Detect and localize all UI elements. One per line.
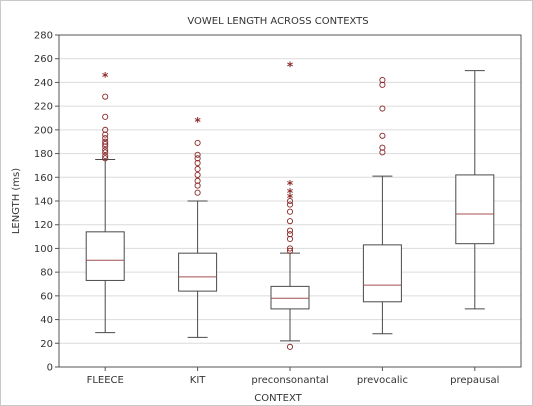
- y-tick-label: 40: [40, 315, 53, 326]
- extreme-point-fleece: *: [102, 70, 109, 84]
- x-tick-label: preconsonantal: [251, 375, 328, 386]
- outlier-point-prevocalic: [379, 144, 386, 151]
- y-tick-label: 180: [34, 149, 53, 160]
- outlier-point-fleece: [102, 131, 109, 138]
- x-tick-label: FLEECE: [87, 375, 124, 386]
- outlier-point-kit: [194, 171, 201, 178]
- x-tick-label: prepausal: [450, 375, 499, 386]
- y-tick-label: 240: [34, 78, 53, 89]
- box-fleece: [85, 231, 125, 281]
- outlier-point-preconsonantal: [286, 247, 294, 254]
- outlier-point-fleece: [102, 155, 109, 162]
- x-axis-label: CONTEXT: [254, 393, 302, 404]
- y-tick-label: 160: [34, 173, 53, 184]
- box-preconsonantal: [270, 285, 310, 310]
- outlier-point-prevocalic: [379, 77, 386, 84]
- outlier-point-preconsonantal: [286, 245, 294, 252]
- outlier-point-preconsonantal: [286, 343, 294, 350]
- extreme-point-preconsonantal: *: [287, 59, 294, 73]
- outlier-point-preconsonantal: [286, 227, 294, 234]
- outlier-point-fleece: [102, 152, 109, 159]
- outlier-point-fleece: [102, 143, 109, 150]
- extreme-point-kit: *: [194, 115, 201, 129]
- outlier-point-kit: [194, 165, 201, 173]
- y-tick-label: 140: [34, 197, 53, 208]
- outlier-point-prevocalic: [379, 132, 386, 139]
- y-tick-label: 120: [34, 220, 53, 231]
- y-axis-label: LENGTH (ms): [11, 168, 22, 234]
- outlier-point-fleece: [102, 93, 109, 100]
- outlier-point-preconsonantal: [286, 201, 294, 208]
- outlier-point-preconsonantal: [286, 208, 294, 215]
- outlier-point-prevocalic: [379, 105, 386, 112]
- y-tick-label: 0: [47, 363, 53, 374]
- box-kit: [178, 252, 218, 292]
- extreme-point-preconsonantal: *: [287, 191, 294, 205]
- outlier-point-prevocalic: [379, 81, 386, 88]
- y-tick-label: 80: [40, 268, 53, 279]
- outlier-point-fleece: [102, 126, 109, 133]
- outlier-point-kit: [194, 160, 201, 167]
- extreme-point-preconsonantal: *: [287, 186, 294, 200]
- y-tick-label: 20: [40, 339, 53, 350]
- plot-area: 0 20 40 60 80 100 120 140 160 180 200 220 240 260 280 F…: [34, 31, 522, 386]
- outlier-point-fleece: [102, 138, 109, 145]
- box-prepausal: [455, 174, 495, 245]
- outlier-point-kit: [194, 177, 201, 184]
- x-tick-label: prevocalic: [357, 375, 408, 386]
- y-tick-label: 220: [34, 102, 53, 113]
- outlier-point-fleece: [102, 135, 109, 142]
- outlier-point-fleece: [102, 149, 109, 156]
- outlier-point-kit: [194, 155, 201, 162]
- y-tick-label: 260: [34, 54, 53, 65]
- outlier-point-preconsonantal: [286, 231, 294, 238]
- box-prevocalic: [362, 244, 402, 303]
- y-tick-label: 60: [40, 291, 53, 302]
- chart-title: VOWEL LENGTH ACROSS CONTEXTS: [187, 16, 368, 27]
- outlier-point-kit: [194, 151, 201, 158]
- outlier-point-kit: [194, 139, 201, 146]
- y-tick-label: 280: [34, 31, 53, 42]
- outlier-point-preconsonantal: [286, 197, 294, 205]
- x-tick-label: KIT: [190, 375, 207, 386]
- outlier-point-preconsonantal: [286, 218, 294, 225]
- outlier-point-fleece: [102, 146, 109, 154]
- extreme-point-preconsonantal: *: [287, 178, 294, 192]
- y-tick-label: 100: [34, 244, 53, 255]
- outlier-point-prevocalic: [379, 149, 386, 156]
- outlier-point-kit: [194, 189, 201, 196]
- outlier-point-fleece: [102, 141, 109, 148]
- y-tick-label: 200: [34, 125, 53, 136]
- outlier-point-kit: [194, 182, 201, 189]
- outlier-point-preconsonantal: [286, 235, 294, 242]
- outlier-point-fleece: [102, 113, 109, 120]
